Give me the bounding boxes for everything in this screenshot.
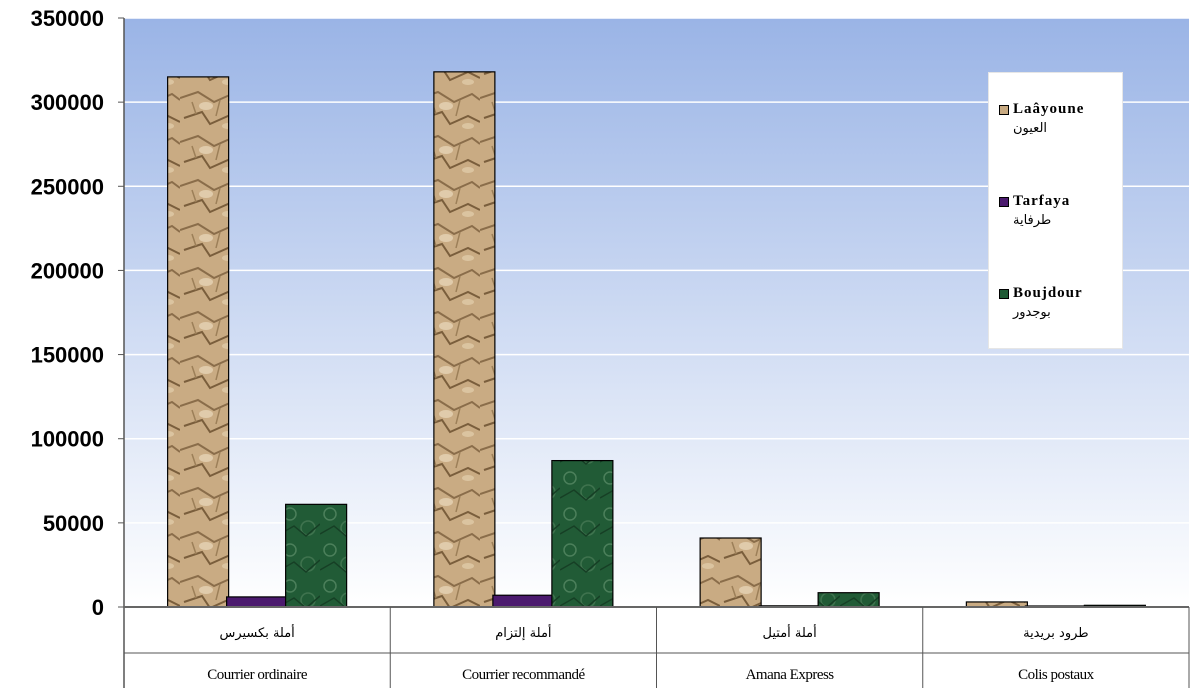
- bar-layoune-2: [699, 537, 762, 608]
- bar-tarfaya-0: [226, 596, 289, 608]
- legend-swatch-tarfaya: [999, 197, 1009, 207]
- category-label-fr: Courrier ordinaire: [207, 667, 308, 683]
- y-tick-label: 350000: [31, 6, 104, 31]
- y-tick-label: 0: [92, 595, 104, 620]
- legend-label-tarfaya-ar: طرفاية: [1013, 213, 1052, 228]
- legend-swatch-boujdour: [999, 289, 1009, 299]
- bar-boujdour-0: [285, 503, 348, 608]
- bar-layoune-0: [167, 76, 230, 608]
- legend-label-tarfaya: Tarfaya: [1013, 193, 1071, 209]
- legend-label-boujdour: Boujdour: [1013, 285, 1083, 301]
- bar-layoune-1: [433, 71, 496, 608]
- legend-label-boujdour-ar: بوجدور: [1013, 305, 1051, 320]
- legend-swatch-laayoune: [999, 105, 1009, 115]
- category-label-fr: Colis postaux: [1018, 667, 1095, 683]
- legend-label-laayoune-ar: العيون: [1013, 121, 1048, 136]
- y-tick-label: 300000: [31, 90, 104, 115]
- category-label-ar: أملة بكسيرس: [219, 624, 294, 641]
- y-tick-label: 150000: [31, 343, 104, 368]
- y-tick-label: 100000: [31, 427, 104, 452]
- chart-legend: Laâyoune العيون Tarfaya طرفاية Boujdour …: [988, 72, 1123, 349]
- category-label-ar: طرود بريدية: [1023, 626, 1089, 641]
- y-tick-label: 250000: [31, 174, 104, 199]
- bar-boujdour-2: [817, 592, 880, 608]
- bar-boujdour-1: [551, 459, 614, 608]
- y-tick-label: 200000: [31, 258, 104, 283]
- category-label-ar: أملة إلتزام: [495, 624, 551, 641]
- bar-tarfaya-1: [492, 594, 555, 608]
- category-label-fr: Courrier recommandé: [462, 667, 585, 683]
- category-label-fr: Amana Express: [746, 667, 835, 683]
- category-label-ar: أملة أمتيل: [763, 624, 817, 641]
- y-tick-label: 50000: [43, 511, 104, 536]
- legend-label-laayoune: Laâyoune: [1013, 101, 1085, 117]
